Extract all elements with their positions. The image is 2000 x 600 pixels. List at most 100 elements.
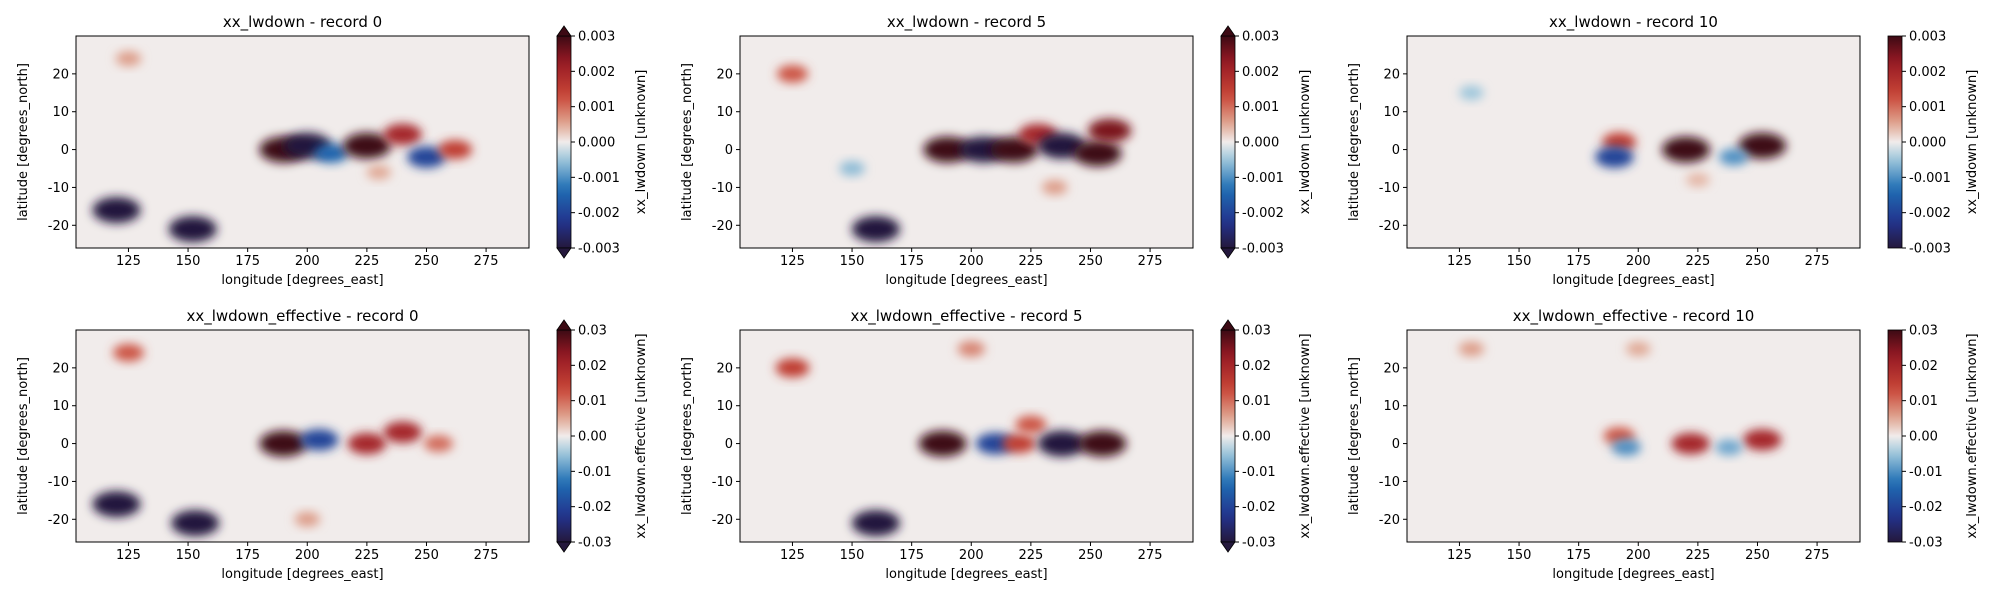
colorbar: -0.003 -0.002 -0.001 0.000 0.001 0.002 0.003 xx… xyxy=(556,25,649,259)
x-tick-label: 125 xyxy=(116,548,141,563)
colorbar-tick-label: 0.03 xyxy=(1909,324,1938,339)
field-feature-6 xyxy=(1087,118,1132,143)
x-tick-label: 225 xyxy=(354,548,379,563)
field-feature-0 xyxy=(259,430,308,457)
field-feature-1 xyxy=(1595,146,1634,168)
x-tick-label: 225 xyxy=(1685,548,1710,563)
y-tick-label: 20 xyxy=(1383,67,1400,82)
field-feature-8 xyxy=(294,511,321,527)
x-tick-label: 200 xyxy=(959,548,984,563)
colorbar-tick-label: 0.000 xyxy=(1242,136,1279,151)
x-tick-label: 125 xyxy=(780,548,805,563)
field-feature-6 xyxy=(171,510,220,537)
y-axis-label: latitude [degrees_north] xyxy=(16,357,31,515)
field-feature-8 xyxy=(776,65,809,83)
x-tick-label: 175 xyxy=(1566,548,1591,563)
y-tick-label: -20 xyxy=(48,219,69,234)
colorbar-tick-label: 0.02 xyxy=(578,359,607,374)
chart-title: xx_lwdown_effective - record 5 xyxy=(850,307,1082,326)
y-tick-label: 10 xyxy=(52,399,69,414)
field-feature-2 xyxy=(1671,432,1710,455)
colorbar-tick-label: -0.001 xyxy=(1909,171,1951,186)
colorbar-tick-label: 0.002 xyxy=(578,65,615,80)
x-tick-label: 200 xyxy=(295,254,320,269)
colorbar-tick-label: -0.002 xyxy=(1909,206,1951,221)
y-tick-label: 20 xyxy=(716,67,733,82)
colorbar-gradient xyxy=(556,329,572,543)
y-tick-label: -10 xyxy=(48,475,69,490)
colorbar-tick-label: 0.002 xyxy=(1242,65,1279,80)
x-tick-label: 250 xyxy=(414,254,439,269)
field-layer xyxy=(92,51,473,243)
field-feature-4 xyxy=(383,123,422,146)
colorbar-tick-label: -0.003 xyxy=(1909,242,1951,257)
colorbar-label: xx_lwdown.effective [unknown] xyxy=(1298,333,1313,538)
field-feature-2 xyxy=(347,432,387,455)
field-feature-4 xyxy=(1718,148,1749,166)
colorbar-tick-label: 0.00 xyxy=(1242,430,1271,445)
field-layer xyxy=(1458,341,1782,456)
colorbar: -0.03 -0.02 -0.01 0.00 0.01 0.02 0.03 xx_lwdown… xyxy=(556,319,649,553)
chart-panel-1: 125 150 175 200 225 250 275 -20 -10 0 10 20 xx_lwdow… xyxy=(680,13,1313,288)
colorbar-label: xx_lwdown [unknown] xyxy=(1965,70,1980,215)
y-tick-label: 0 xyxy=(61,143,69,158)
colorbar-tick-label: 0.001 xyxy=(1242,100,1279,115)
colorbar-tick-label: 0.003 xyxy=(578,30,615,45)
colorbar-tick-label: -0.001 xyxy=(578,171,620,186)
x-tick-label: 175 xyxy=(235,548,260,563)
colorbar-tick-label: -0.03 xyxy=(1909,536,1943,551)
x-tick-label: 275 xyxy=(474,254,499,269)
colorbar-gradient xyxy=(1887,329,1903,543)
colorbar-extend-top xyxy=(1220,25,1236,37)
chart-title: xx_lwdown - record 5 xyxy=(887,13,1046,32)
field-feature-5 xyxy=(1073,140,1122,167)
field-feature-6 xyxy=(1626,341,1651,357)
x-tick-label: 125 xyxy=(1447,254,1472,269)
colorbar-tick-label: 0.03 xyxy=(1242,324,1271,339)
x-tick-label: 250 xyxy=(1745,254,1770,269)
x-axis-label: longitude [degrees_east] xyxy=(221,273,383,288)
colorbar: -0.03 -0.02 -0.01 0.00 0.01 0.02 0.03 xx_lwdown… xyxy=(1220,319,1313,553)
colorbar: -0.003 -0.002 -0.001 0.000 0.001 0.002 0.003 xx… xyxy=(1887,30,1980,257)
x-tick-label: 150 xyxy=(176,548,201,563)
x-tick-label: 200 xyxy=(959,254,984,269)
x-tick-label: 275 xyxy=(1138,548,1163,563)
colorbar-tick-label: 0.002 xyxy=(1909,65,1946,80)
colorbar: -0.03 -0.02 -0.01 0.00 0.01 0.02 0.03 xx_lwdown… xyxy=(1887,324,1980,551)
x-axis-label: longitude [degrees_east] xyxy=(1552,567,1714,582)
x-tick-label: 200 xyxy=(1626,254,1651,269)
x-tick-label: 175 xyxy=(1566,254,1591,269)
y-tick-label: 0 xyxy=(61,437,69,452)
chart-panel-2: 125 150 175 200 225 250 275 -20 -10 0 10 20 xx_lwdow… xyxy=(1347,13,1980,288)
field-feature-7 xyxy=(92,197,141,224)
colorbar-extend-top xyxy=(556,25,572,37)
colorbar-tick-label: -0.03 xyxy=(1242,536,1276,551)
colorbar-tick-label: -0.02 xyxy=(1909,500,1943,515)
y-tick-label: 0 xyxy=(725,437,733,452)
plot-background xyxy=(740,330,1193,542)
x-tick-label: 250 xyxy=(1078,548,1103,563)
y-tick-label: 10 xyxy=(1383,105,1400,120)
colorbar-tick-label: -0.03 xyxy=(578,536,612,551)
colorbar-tick-label: 0.03 xyxy=(578,324,607,339)
y-tick-label: -10 xyxy=(1379,475,1400,490)
x-tick-label: 125 xyxy=(116,254,141,269)
chart-title: xx_lwdown - record 10 xyxy=(1549,13,1718,32)
field-layer xyxy=(775,341,1127,537)
axes-frame xyxy=(75,329,530,543)
y-tick-label: -20 xyxy=(48,513,69,528)
colorbar-extend-bottom xyxy=(1220,247,1236,259)
y-tick-label: 20 xyxy=(52,67,69,82)
y-tick-label: -20 xyxy=(1379,513,1400,528)
x-tick-label: 150 xyxy=(1507,548,1532,563)
y-tick-label: 20 xyxy=(52,361,69,376)
colorbar-tick-label: 0.000 xyxy=(1909,136,1946,151)
field-layer xyxy=(1459,85,1787,187)
colorbar-tick-label: 0.01 xyxy=(1242,394,1271,409)
x-tick-label: 150 xyxy=(840,254,865,269)
chart-title: xx_lwdown_effective - record 10 xyxy=(1513,307,1755,326)
axes-frame xyxy=(1406,329,1861,543)
x-tick-label: 225 xyxy=(1018,548,1043,563)
colorbar-tick-label: -0.002 xyxy=(1242,206,1284,221)
